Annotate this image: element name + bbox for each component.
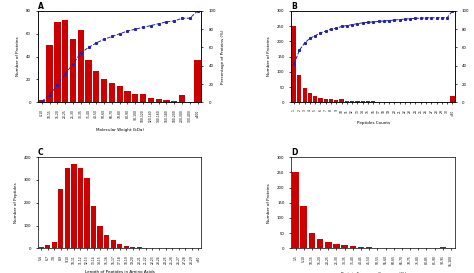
Bar bbox=[345, 101, 349, 102]
Bar bbox=[334, 100, 338, 102]
Bar bbox=[78, 30, 84, 102]
Bar bbox=[358, 247, 364, 248]
Bar bbox=[309, 233, 315, 248]
Text: C: C bbox=[38, 148, 44, 157]
Bar bbox=[130, 247, 136, 248]
Bar bbox=[85, 60, 91, 102]
Bar bbox=[313, 96, 317, 102]
Text: B: B bbox=[292, 2, 297, 11]
Bar bbox=[98, 225, 103, 248]
Bar bbox=[46, 45, 53, 102]
Bar bbox=[65, 168, 70, 248]
Bar bbox=[124, 246, 129, 248]
Bar bbox=[110, 241, 116, 248]
Bar bbox=[171, 101, 177, 102]
Bar bbox=[62, 20, 68, 102]
Bar bbox=[179, 96, 185, 102]
Bar bbox=[194, 60, 201, 102]
Bar bbox=[329, 99, 333, 102]
Bar bbox=[132, 94, 138, 102]
Y-axis label: Percentage of Proteins (%): Percentage of Proteins (%) bbox=[221, 29, 226, 84]
Bar bbox=[292, 172, 299, 248]
Bar bbox=[350, 101, 354, 102]
Bar bbox=[301, 206, 307, 248]
Bar bbox=[341, 245, 348, 248]
Bar bbox=[308, 93, 312, 102]
Y-axis label: Number of Peptides: Number of Peptides bbox=[14, 182, 18, 223]
Bar bbox=[339, 99, 344, 102]
X-axis label: Peptides Counts: Peptides Counts bbox=[357, 121, 390, 125]
Bar bbox=[366, 101, 370, 102]
X-axis label: Length of Peptides in Amino Acids: Length of Peptides in Amino Acids bbox=[85, 270, 155, 273]
Bar bbox=[39, 100, 45, 102]
Bar bbox=[297, 75, 301, 102]
Bar bbox=[45, 245, 50, 248]
Bar bbox=[164, 100, 170, 102]
Bar bbox=[292, 26, 296, 102]
Bar bbox=[137, 247, 142, 248]
Bar bbox=[101, 79, 107, 102]
Bar bbox=[84, 178, 90, 248]
Bar bbox=[439, 247, 446, 248]
Bar bbox=[109, 83, 115, 102]
Y-axis label: Number of Proteins: Number of Proteins bbox=[267, 37, 272, 76]
Bar bbox=[317, 239, 323, 248]
Bar bbox=[78, 168, 83, 248]
Bar bbox=[319, 98, 323, 102]
Bar bbox=[93, 72, 100, 102]
Bar bbox=[124, 91, 131, 102]
Bar bbox=[356, 101, 360, 102]
Bar bbox=[140, 94, 146, 102]
Y-axis label: Number of Proteins: Number of Proteins bbox=[267, 183, 272, 222]
Bar bbox=[71, 164, 76, 248]
Bar bbox=[450, 96, 455, 102]
Bar bbox=[366, 247, 373, 248]
Y-axis label: Number of Proteins: Number of Proteins bbox=[17, 37, 20, 76]
Bar bbox=[148, 98, 154, 102]
Bar bbox=[117, 86, 123, 102]
Bar bbox=[58, 189, 64, 248]
X-axis label: Molecular Weight (kDa): Molecular Weight (kDa) bbox=[96, 128, 144, 132]
Bar bbox=[325, 242, 331, 248]
Bar bbox=[52, 242, 57, 248]
Bar bbox=[302, 88, 307, 102]
Bar bbox=[324, 99, 328, 102]
Bar bbox=[117, 244, 122, 248]
X-axis label: Protein Sequence Coverage (%): Protein Sequence Coverage (%) bbox=[341, 272, 406, 273]
Bar bbox=[361, 101, 365, 102]
Text: D: D bbox=[292, 148, 298, 157]
Bar bbox=[349, 246, 356, 248]
Bar bbox=[155, 99, 162, 102]
Text: A: A bbox=[38, 2, 44, 11]
Bar bbox=[371, 101, 375, 102]
Bar bbox=[91, 206, 96, 248]
Bar bbox=[55, 22, 61, 102]
Bar bbox=[104, 235, 109, 248]
Bar bbox=[333, 244, 340, 248]
Bar bbox=[38, 247, 44, 248]
Bar bbox=[70, 40, 76, 102]
